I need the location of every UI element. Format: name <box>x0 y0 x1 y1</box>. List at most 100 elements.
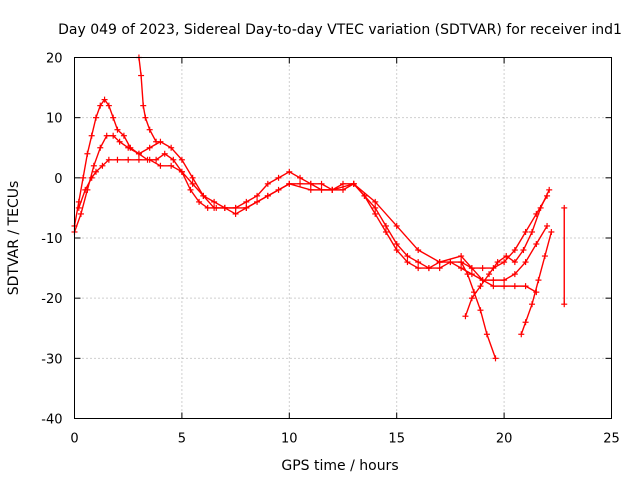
data-point <box>511 247 518 254</box>
data-point <box>520 247 527 254</box>
data-point <box>232 210 239 217</box>
data-point <box>479 265 486 272</box>
series-line <box>138 57 157 143</box>
data-point <box>103 132 110 139</box>
data-point <box>329 186 336 193</box>
data-point <box>200 192 207 199</box>
data-point <box>548 228 555 235</box>
data-point <box>153 156 160 163</box>
data-point <box>511 271 518 278</box>
data-point <box>105 156 112 163</box>
data-point <box>189 174 196 181</box>
data-point <box>501 283 508 290</box>
data-point <box>75 204 82 211</box>
data-point <box>529 301 536 308</box>
data-point <box>464 271 471 278</box>
data-point <box>297 180 304 187</box>
data-point <box>307 186 314 193</box>
data-point <box>350 180 357 187</box>
x-tick-label: 25 <box>603 432 620 447</box>
data-point <box>140 102 147 109</box>
data-point <box>92 114 99 121</box>
data-point <box>404 253 411 260</box>
data-point <box>462 313 469 320</box>
data-point <box>286 168 293 175</box>
x-tick-labels: 0 5 10 15 20 25 <box>70 432 619 447</box>
data-point <box>97 144 104 151</box>
series-isolated-points <box>561 204 568 308</box>
data-point <box>77 210 84 217</box>
data-point <box>492 355 499 362</box>
data-point <box>436 265 443 272</box>
data-point <box>116 138 123 145</box>
data-point <box>161 150 168 157</box>
data-point <box>393 247 400 254</box>
y-tick-label: -30 <box>41 352 62 367</box>
x-tick-label: 20 <box>496 432 513 447</box>
data-point <box>533 241 540 248</box>
data-point <box>88 132 95 139</box>
data-point <box>178 156 185 163</box>
y-tick-label: 20 <box>46 52 63 67</box>
data-point <box>110 114 117 121</box>
data-point <box>232 204 239 211</box>
data-point <box>561 204 568 211</box>
data-point <box>138 72 145 79</box>
data-point <box>372 210 379 217</box>
data-point <box>99 162 106 169</box>
data-point <box>425 265 432 272</box>
data-point <box>541 253 548 260</box>
data-point <box>105 102 112 109</box>
plot-area <box>71 54 568 362</box>
data-point <box>90 162 97 169</box>
data-point <box>340 186 346 193</box>
series-track-5 <box>462 186 553 320</box>
data-point <box>297 174 304 181</box>
data-point <box>458 253 465 260</box>
series-track-2 <box>71 132 551 284</box>
data-point <box>340 180 346 187</box>
data-point <box>535 277 542 284</box>
series-track-6 <box>518 228 555 338</box>
chart-title: Day 049 of 2023, Sidereal Day-to-day VTE… <box>58 22 622 38</box>
data-point <box>80 174 87 181</box>
data-point <box>178 168 185 175</box>
data-point <box>275 174 282 181</box>
data-point <box>135 150 142 157</box>
data-point <box>264 192 271 199</box>
data-point <box>142 114 149 121</box>
data-point <box>84 150 91 157</box>
data-point <box>221 204 228 211</box>
y-axis-label: SDTVAR / TECUs <box>6 181 22 296</box>
y-tick-label: 10 <box>46 112 63 127</box>
data-point <box>211 198 218 205</box>
data-point <box>490 277 497 284</box>
data-point <box>189 180 196 187</box>
data-point <box>393 241 400 248</box>
data-point <box>494 259 501 266</box>
data-point <box>196 198 203 205</box>
data-point <box>372 204 379 211</box>
data-point <box>436 259 443 266</box>
data-point <box>415 265 422 272</box>
data-point <box>125 156 132 163</box>
data-point <box>114 156 121 163</box>
data-point <box>511 283 518 290</box>
series-track-3 <box>75 156 540 296</box>
data-point <box>307 180 314 187</box>
data-point <box>318 180 325 187</box>
data-point <box>243 198 250 205</box>
data-point <box>529 228 536 235</box>
data-point <box>415 259 422 266</box>
series-track-4 <box>458 259 499 362</box>
grid-lines <box>74 57 612 419</box>
data-point <box>135 156 142 163</box>
data-point <box>503 253 510 260</box>
data-point <box>82 186 89 193</box>
data-point <box>146 126 153 133</box>
data-point <box>114 126 121 133</box>
series-track-7 <box>135 54 160 145</box>
data-point <box>153 138 160 145</box>
series-line <box>520 231 553 335</box>
y-tick-label: -20 <box>41 292 62 307</box>
